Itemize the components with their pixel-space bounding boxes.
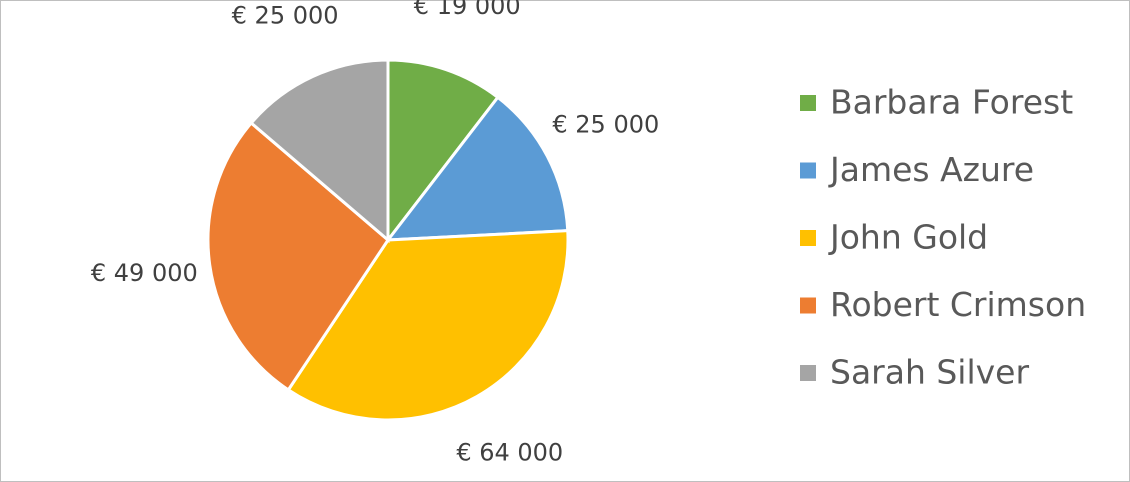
legend-label: John Gold	[828, 218, 988, 257]
legend-label: James Azure	[828, 150, 1034, 189]
pie-slice	[206, 120, 390, 392]
pie-slice	[384, 95, 570, 242]
legend-swatch	[800, 230, 816, 246]
legend-label: Robert Crimson	[830, 285, 1086, 324]
value-label: € 25 000	[232, 2, 339, 30]
pie-slice	[286, 229, 570, 422]
legend-label: Barbara Forest	[830, 83, 1073, 122]
value-label: € 19 000	[414, 0, 521, 20]
legend-swatch	[800, 162, 816, 179]
value-label: € 25 000	[552, 111, 659, 139]
legend-swatch	[800, 95, 816, 111]
pie-slice	[386, 58, 500, 245]
legend-label: Sarah Silver	[830, 353, 1029, 392]
pie-slice	[249, 58, 390, 244]
legend-swatch	[800, 297, 816, 314]
value-label: € 49 000	[91, 259, 198, 287]
legend-swatch	[800, 365, 816, 381]
value-label: € 64 000	[456, 439, 563, 467]
